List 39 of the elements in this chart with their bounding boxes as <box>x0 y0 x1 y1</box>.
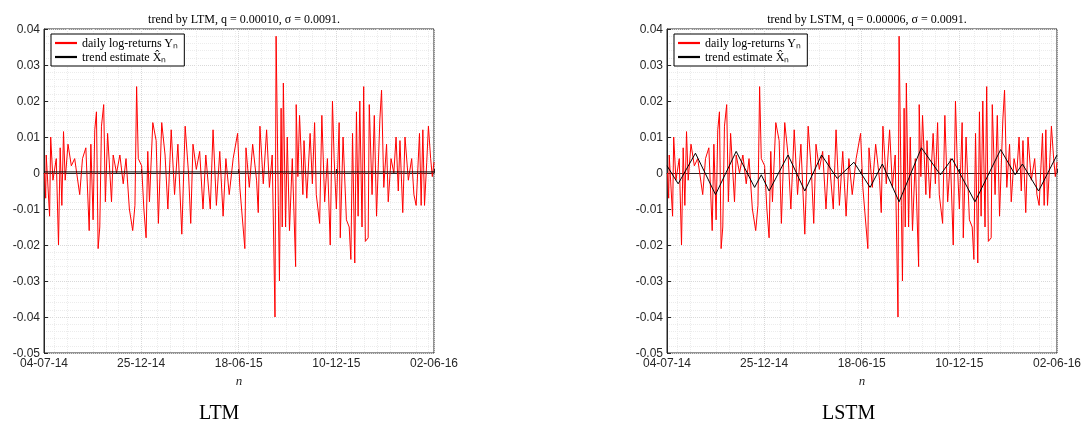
y-tick-label: -0.03 <box>635 274 664 288</box>
line-series <box>44 35 435 318</box>
y-tick-label: -0.01 <box>12 202 41 216</box>
y-tick-label: 0.04 <box>639 22 664 36</box>
y-tick-label: -0.04 <box>12 310 41 324</box>
x-tick-label: 25-12-14 <box>740 356 789 370</box>
x-tick-label: 10-12-15 <box>312 356 361 370</box>
x-tick-label: 18-06-15 <box>214 356 264 370</box>
y-tick-label: -0.03 <box>12 274 41 288</box>
text: LTM <box>199 401 240 423</box>
y-tick-label: -0.01 <box>635 202 664 216</box>
x-tick-label: 18-06-15 <box>837 356 887 370</box>
line-series <box>666 147 1058 203</box>
y-tick-label: 0.01 <box>16 130 41 144</box>
x-axis-title: n <box>235 372 243 388</box>
y-tick-label: 0.03 <box>639 58 664 72</box>
legend-label: daily log-returns Yₙ <box>705 36 801 50</box>
x-tick-label: 02-06-16 <box>409 356 459 370</box>
legend-label: trend estimate X̂ₙ <box>82 49 167 64</box>
y-tick-label: 0 <box>33 166 41 180</box>
y-tick-label: 0.02 <box>639 94 664 108</box>
x-axis-title: n <box>858 372 866 388</box>
y-tick-label: 0.01 <box>639 130 664 144</box>
y-tick-label: 0.03 <box>16 58 41 72</box>
legend-label: daily log-returns Yₙ <box>82 36 178 50</box>
y-tick-label: -0.02 <box>12 238 41 252</box>
y-tick-label: 0.04 <box>16 22 41 36</box>
x-tick-label: 25-12-14 <box>117 356 166 370</box>
y-tick-label: 0.02 <box>16 94 41 108</box>
chart-title: trend by LSTM, q = 0.00006, σ = 0.0091. <box>767 12 967 26</box>
legend-label: trend estimate X̂ₙ <box>705 49 790 64</box>
line-series <box>667 35 1058 318</box>
y-tick-label: -0.02 <box>635 238 664 252</box>
y-tick-label: 0 <box>656 166 664 180</box>
text: LSTM <box>822 401 876 423</box>
y-tick-label: -0.04 <box>635 310 664 324</box>
chart-title: trend by LTM, q = 0.00010, σ = 0.0091. <box>148 12 340 26</box>
x-tick-label: 10-12-15 <box>935 356 984 370</box>
x-tick-label: 02-06-16 <box>1032 356 1082 370</box>
